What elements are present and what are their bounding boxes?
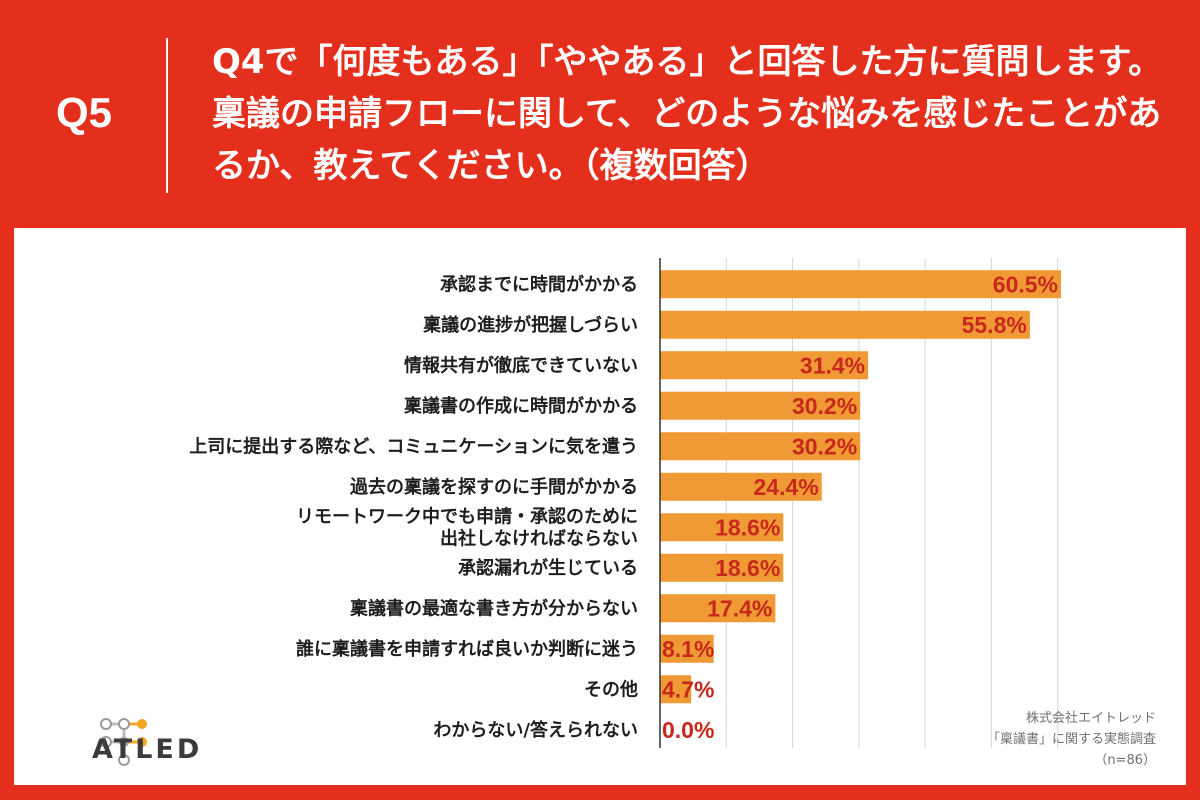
bar	[660, 675, 692, 704]
bar	[660, 391, 861, 420]
value-label: 17.4%	[707, 595, 772, 621]
value-label: 30.2%	[792, 433, 857, 459]
value-label: 18.6%	[715, 555, 780, 581]
bar-chart: 承認までに時間がかかる 60.5% 稟議の進捗が把握しづらい 55.8% 情報共有が徹底…	[189, 258, 1062, 748]
bar	[660, 513, 784, 542]
bar	[660, 553, 784, 582]
value-label: 4.7%	[662, 676, 714, 702]
category-label: 上司に提出する際など、コミュニケーションに気を遣う	[189, 435, 638, 457]
value-label: 31.4%	[800, 352, 865, 378]
survey-credit: 株式会社エイトレッド 「稟議書」に関する実態調査 （n=86）	[836, 708, 1156, 771]
question-number: Q5	[56, 89, 113, 136]
category-label: 承認までに時間がかかる	[440, 273, 638, 295]
value-label: 0.0%	[662, 717, 714, 743]
question-text: Q4で「何度もある」「ややある」と回答した方に質問します。稟議の申請フローに関し…	[212, 42, 1163, 186]
category-label: 稟議の進捗が把握しづらい	[422, 314, 638, 336]
value-label: 18.6%	[715, 514, 780, 540]
credit-survey-name: 「稟議書」に関する実態調査	[986, 732, 1156, 747]
bar	[660, 351, 869, 380]
category-label: 稟議書の最適な書き方が分からない	[349, 597, 638, 619]
category-label: わからない/答えられない	[433, 719, 638, 741]
question-header: Q5 Q4で「何度もある」「ややある」と回答した方に質問します。稟議の申請フロー…	[0, 0, 1200, 228]
value-label: 55.8%	[962, 312, 1027, 338]
bar	[660, 270, 1062, 299]
bar	[660, 432, 861, 461]
bar	[660, 594, 776, 623]
header-divider	[166, 38, 168, 193]
value-label: 60.5%	[993, 271, 1058, 297]
logo-text: ATLED	[92, 734, 203, 765]
category-label: その他	[584, 678, 638, 700]
molecule-logo-icon	[100, 718, 147, 766]
credit-company: 株式会社エイトレッド	[1025, 711, 1156, 726]
category-label: 承認漏れが生じている	[458, 557, 638, 579]
bar	[660, 634, 714, 663]
value-label: 24.4%	[754, 474, 819, 500]
bar	[660, 310, 1030, 339]
category-label: 稟議書の作成に時間がかかる	[403, 395, 638, 417]
credit-sample-size: （n=86）	[1094, 753, 1156, 768]
category-label: 情報共有が徹底できていない	[404, 354, 638, 376]
category-label: 過去の稟議を探すのに手間がかかる	[350, 476, 638, 498]
value-label: 30.2%	[792, 393, 857, 419]
category-label: リモートワーク中でも申請・承認のために出社しなければならない	[296, 505, 638, 549]
bar	[660, 472, 822, 501]
category-label: 誰に稟議書を申請すれば良いか判断に迷う	[296, 638, 638, 660]
value-label: 8.1%	[662, 636, 714, 662]
chart-panel: 承認までに時間がかかる 60.5% 稟議の進捗が把握しづらい 55.8% 情報共有が徹底…	[14, 228, 1186, 785]
